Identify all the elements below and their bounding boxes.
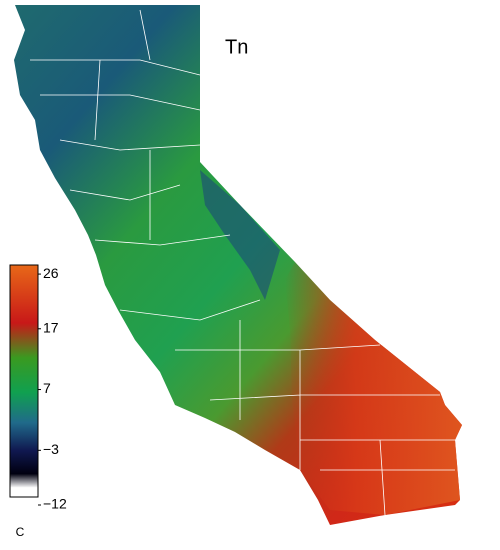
county-lines xyxy=(30,9,460,516)
colorbar-unit: C xyxy=(16,525,25,539)
sierra-band xyxy=(200,170,280,300)
colorbar-tick-label: 17 xyxy=(43,319,59,335)
colorbar-tick-label: −12 xyxy=(43,496,67,512)
colorbar-tick-label: −3 xyxy=(43,441,59,457)
colorbar-tick-label: 7 xyxy=(43,380,51,396)
colorbar xyxy=(9,264,39,498)
colorbar-tick-label: 26 xyxy=(43,265,59,281)
map-title: Tn xyxy=(225,36,248,58)
desert-overlay xyxy=(285,262,462,515)
